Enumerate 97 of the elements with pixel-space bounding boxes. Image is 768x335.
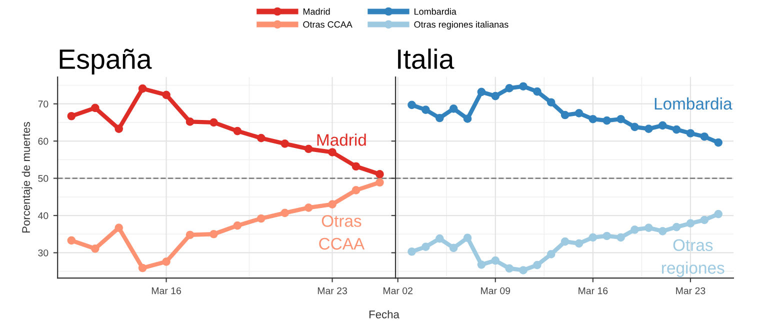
point <box>491 92 500 100</box>
point <box>186 118 194 126</box>
point <box>658 121 667 130</box>
point <box>352 162 360 171</box>
point <box>280 208 290 218</box>
point <box>644 224 653 232</box>
y-axis-title: Porcentaje de muertes <box>22 122 32 233</box>
point <box>408 247 416 256</box>
point <box>588 114 598 124</box>
legend-label: Otras CCAA <box>303 21 352 28</box>
point <box>672 125 681 134</box>
point <box>686 219 695 228</box>
point <box>138 264 147 272</box>
point <box>630 225 639 234</box>
point <box>519 266 528 274</box>
point <box>602 232 612 240</box>
point <box>546 98 556 107</box>
point <box>186 230 194 240</box>
point <box>463 114 472 123</box>
point <box>477 88 486 96</box>
point <box>560 237 570 246</box>
point <box>491 256 500 265</box>
point <box>714 210 723 218</box>
annotation: Madrid <box>317 134 366 146</box>
point <box>233 126 242 136</box>
point <box>408 100 416 110</box>
point <box>505 264 514 273</box>
point <box>352 186 360 194</box>
point <box>714 138 723 147</box>
legend-label: Otras regiones italianas <box>414 21 508 30</box>
point <box>449 244 458 252</box>
y-tick-label: 40 <box>38 212 48 220</box>
point <box>686 129 695 138</box>
x-tick-label: Mar 23 <box>318 287 347 294</box>
point <box>533 260 542 270</box>
point <box>574 108 584 118</box>
point <box>376 178 384 187</box>
point <box>602 116 612 125</box>
point <box>616 233 625 242</box>
annotation: Otras CCAA <box>319 215 365 250</box>
chart-title: Italia <box>398 48 454 69</box>
point <box>672 222 681 232</box>
point <box>90 104 100 112</box>
point <box>304 204 313 212</box>
point <box>658 226 667 236</box>
point <box>328 148 336 156</box>
x-axis-title: Fecha <box>369 310 400 318</box>
point <box>477 260 486 269</box>
point <box>210 230 218 238</box>
point <box>162 258 170 266</box>
point <box>114 224 124 232</box>
point <box>533 87 542 96</box>
x-tick-label: Mar 02 <box>384 287 412 294</box>
point <box>505 84 514 92</box>
y-tick-label: 70 <box>38 100 48 108</box>
legend-label: Madrid <box>303 8 330 15</box>
point <box>304 144 313 154</box>
point <box>449 104 458 113</box>
point <box>463 234 472 242</box>
point <box>574 239 584 248</box>
point <box>256 134 266 142</box>
point <box>422 106 430 114</box>
point <box>280 140 290 148</box>
point <box>560 110 570 120</box>
x-tick-label: Mar 09 <box>481 287 510 294</box>
point <box>233 221 242 230</box>
y-tick-label: 50 <box>38 175 48 182</box>
point <box>138 84 147 93</box>
annotation: Lombardia <box>654 97 732 110</box>
point <box>256 214 266 223</box>
point <box>90 244 100 253</box>
chart-title: España <box>60 48 152 74</box>
point <box>435 114 444 122</box>
legend-label: Lombardia <box>414 8 456 15</box>
point <box>588 233 598 242</box>
point <box>700 132 709 141</box>
point <box>700 216 709 224</box>
x-tick-label: Mar 23 <box>676 287 706 294</box>
point <box>328 200 336 209</box>
point <box>435 234 444 243</box>
y-tick-label: 30 <box>38 249 48 256</box>
point <box>67 112 76 120</box>
x-tick-label: Mar 16 <box>578 287 608 294</box>
point <box>210 118 218 127</box>
point <box>546 250 556 258</box>
point <box>376 170 384 178</box>
x-tick-label: Mar 16 <box>152 287 181 294</box>
point <box>162 90 170 100</box>
y-tick-label: 60 <box>38 138 48 145</box>
point <box>616 114 625 124</box>
point <box>644 124 653 133</box>
annotation: Otras regiones <box>662 239 724 278</box>
point <box>114 124 124 133</box>
point <box>422 242 430 251</box>
point <box>519 82 528 91</box>
point <box>67 236 76 245</box>
point <box>630 122 639 132</box>
